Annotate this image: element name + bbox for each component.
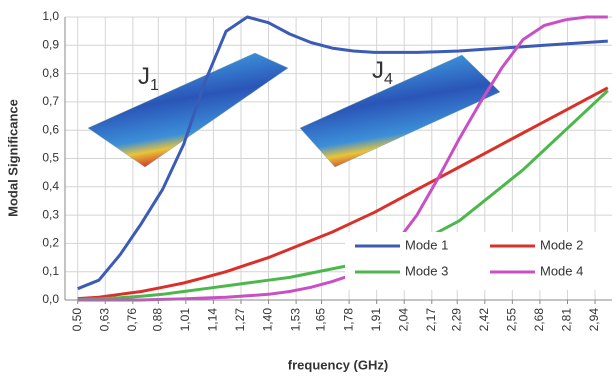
y-tick-label: 0,0	[42, 292, 59, 306]
x-tick-label: 0,88	[150, 308, 164, 332]
x-tick-label: 2,94	[587, 308, 601, 332]
y-tick-label: 1,0	[42, 9, 59, 23]
y-tick-label: 0,7	[42, 94, 59, 108]
y-tick-label: 0,5	[42, 151, 59, 165]
x-tick-label: 1,14	[206, 308, 220, 332]
x-axis-label: frequency (GHz)	[288, 357, 388, 372]
y-tick-label: 0,6	[42, 122, 59, 136]
x-tick-label: 1,53	[288, 308, 302, 332]
x-tick-label: 2,81	[560, 308, 574, 332]
y-tick-label: 0,4	[42, 179, 59, 193]
legend-label: Mode 3	[405, 263, 448, 278]
x-tick-label: 1,65	[314, 308, 328, 332]
legend-label: Mode 1	[405, 237, 448, 252]
y-axis-label: Modal Significance	[5, 99, 20, 217]
legend-label: Mode 2	[540, 237, 583, 252]
x-tick-label: 1,40	[261, 308, 275, 332]
legend-label: Mode 4	[540, 263, 583, 278]
x-tick-label: 2,55	[505, 308, 519, 332]
y-tick-label: 0,2	[42, 236, 59, 250]
x-tick-label: 1,91	[369, 308, 383, 332]
x-tick-label: 1,78	[341, 308, 355, 332]
x-tick-label: 2,04	[396, 308, 410, 332]
y-tick-label: 0,8	[42, 66, 59, 80]
annotation: J4	[372, 57, 393, 88]
x-tick-label: 0,76	[125, 308, 139, 332]
x-tick-label: 1,27	[233, 308, 247, 332]
x-tick-label: 0,63	[97, 308, 111, 332]
current-plot-j1	[88, 53, 288, 167]
y-tick-label: 0,9	[42, 37, 59, 51]
x-tick-label: 1,01	[178, 308, 192, 332]
chart: J1 J4 Mode 1 Mode 2 Mode 3 Mode 4 0,0 0,1 0,2…	[0, 0, 616, 376]
y-tick-label: 0,1	[42, 264, 59, 278]
x-tick-label: 0,50	[70, 308, 84, 332]
x-tick-label: 2,17	[424, 308, 438, 332]
y-tick-label: 0,3	[42, 207, 59, 221]
x-tick-label: 2,42	[477, 308, 491, 332]
x-tick-label: 2,68	[532, 308, 546, 332]
x-tick-label: 2,29	[449, 308, 463, 332]
annotation: J1	[138, 63, 159, 94]
current-plot-j4	[300, 55, 500, 167]
